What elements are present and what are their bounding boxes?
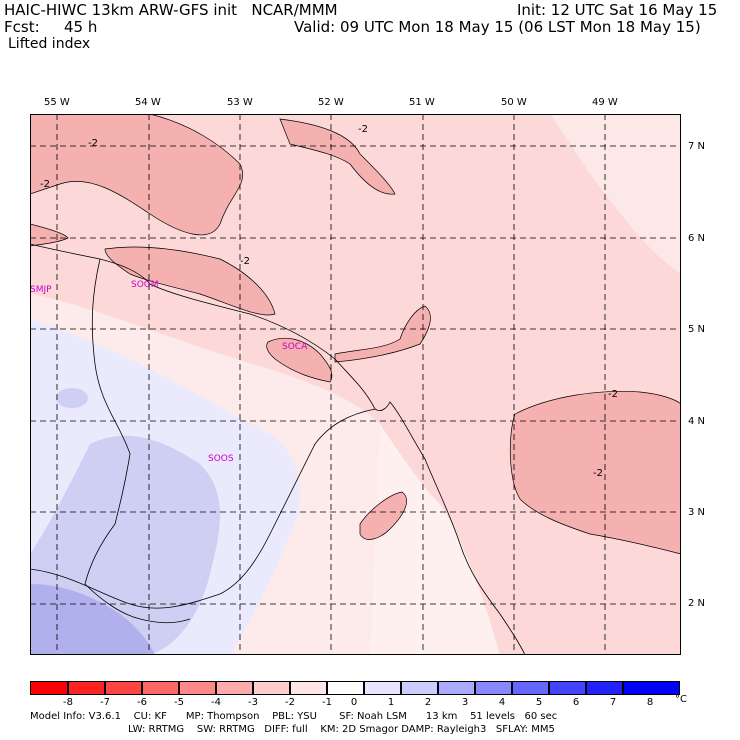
valid-time: Valid: 09 UTC Mon 18 May 15 (06 LST Mon … bbox=[294, 18, 701, 36]
contour-label: -2 bbox=[608, 389, 618, 400]
model-info-line: Model Info: V3.6.1 CU: KF MP: Thompson P… bbox=[30, 711, 558, 722]
colorbar-swatch bbox=[216, 681, 253, 695]
colorbar-swatch bbox=[364, 681, 401, 695]
colorbar-swatch bbox=[327, 681, 364, 695]
colorbar-swatch bbox=[253, 681, 290, 695]
forecast-hour: 45 h bbox=[64, 18, 98, 36]
colorbar-swatch bbox=[30, 681, 68, 695]
colorbar-label: 6 bbox=[572, 697, 580, 708]
contour-label: -2 bbox=[88, 138, 98, 149]
colorbar-swatch bbox=[586, 681, 623, 695]
colorbar-label: 3 bbox=[461, 697, 469, 708]
colorbar-label: 7 bbox=[609, 697, 617, 708]
station-sogm: SOGM bbox=[131, 280, 159, 290]
colorbar-label: 1 bbox=[387, 697, 395, 708]
northeast-light-region bbox=[550, 114, 681, 274]
warm-patch-soca bbox=[266, 337, 333, 383]
warm-patch-southeast bbox=[509, 390, 681, 555]
lon-label-52w: 52 W bbox=[318, 97, 344, 108]
colorbar-label: -5 bbox=[174, 697, 184, 708]
colorbar-label: 0 bbox=[350, 697, 358, 708]
warm-patch-north bbox=[30, 114, 244, 236]
colorbar-swatch bbox=[68, 681, 105, 695]
graticule bbox=[30, 114, 681, 655]
warm-patch-east bbox=[334, 305, 431, 363]
lon-label-51w: 51 W bbox=[409, 97, 435, 108]
lon-label-53w: 53 W bbox=[227, 97, 253, 108]
lat-label-5n: 5 N bbox=[688, 324, 706, 335]
colorbar-label: 8 bbox=[646, 697, 654, 708]
cool-patch bbox=[56, 388, 88, 408]
lon-label-54w: 54 W bbox=[135, 97, 161, 108]
border-suriname-west bbox=[84, 258, 131, 585]
warm-patch-band bbox=[104, 246, 276, 316]
lon-label-55w: 55 W bbox=[44, 97, 70, 108]
colorbar-label: 5 bbox=[535, 697, 543, 708]
colorbar-label: -7 bbox=[100, 697, 110, 708]
station-smjp: SMJP bbox=[30, 285, 52, 295]
physics-info-line: LW: RRTMG SW: RRTMG DIFF: full KM: 2D Sm… bbox=[128, 724, 555, 735]
field-name: Lifted index bbox=[8, 36, 91, 52]
colorbar-label: -8 bbox=[63, 697, 73, 708]
colorbar-swatch bbox=[512, 681, 549, 695]
border-brazil bbox=[84, 583, 191, 624]
colorbar-swatch bbox=[549, 681, 586, 695]
lat-label-3n: 3 N bbox=[688, 507, 706, 518]
border-suriname-south bbox=[30, 408, 376, 609]
lat-label-6n: 6 N bbox=[688, 233, 706, 244]
lat-label-7n: 7 N bbox=[688, 141, 706, 152]
init-time: Init: 12 UTC Sat 16 May 15 bbox=[517, 1, 718, 19]
lat-label-4n: 4 N bbox=[688, 416, 706, 427]
model-title: HAIC-HIWC 13km ARW-GFS init NCAR/MMM bbox=[4, 1, 338, 19]
colorbar-label: -4 bbox=[211, 697, 221, 708]
lon-label-49w: 49 W bbox=[592, 97, 618, 108]
colorbar-swatch bbox=[475, 681, 512, 695]
colorbar-label: -2 bbox=[285, 697, 295, 708]
map-border bbox=[30, 114, 681, 655]
colorbar-swatch bbox=[142, 681, 179, 695]
lifted-index-map: -2 -2 -2 -2 -2 -2 SMJP SOGM SOCA SOOS bbox=[30, 114, 681, 655]
station-soos: SOOS bbox=[208, 454, 234, 464]
colorbar-swatch bbox=[105, 681, 142, 695]
colorbar-label: -1 bbox=[322, 697, 332, 708]
colorbar-label: -3 bbox=[248, 697, 258, 708]
contour-label: -2 bbox=[40, 179, 50, 190]
contour-label: -2 bbox=[358, 124, 368, 135]
contour-label: -2 bbox=[593, 468, 603, 479]
coastal-light-region bbox=[370, 424, 500, 655]
cool-dark-region bbox=[30, 584, 155, 655]
colorbar-swatch bbox=[438, 681, 475, 695]
warm-patch-south bbox=[359, 491, 407, 540]
lat-label-2n: 2 N bbox=[688, 598, 706, 609]
colorbar-swatch bbox=[623, 681, 680, 695]
colorbar-label: 4 bbox=[498, 697, 506, 708]
forecast-label: Fcst: bbox=[4, 18, 40, 36]
colorbar-swatch bbox=[401, 681, 438, 695]
lon-label-50w: 50 W bbox=[501, 97, 527, 108]
colorbar-swatch bbox=[179, 681, 216, 695]
colorbar-label: -6 bbox=[137, 697, 147, 708]
station-soca: SOCA bbox=[282, 342, 308, 352]
colorbar-label: 2 bbox=[424, 697, 432, 708]
warm-patch-northeast bbox=[279, 118, 396, 195]
colorbar-unit: °C bbox=[675, 694, 687, 705]
colorbar-swatch bbox=[290, 681, 327, 695]
warm-patch-west bbox=[30, 223, 69, 247]
contour-label: -2 bbox=[240, 256, 250, 267]
